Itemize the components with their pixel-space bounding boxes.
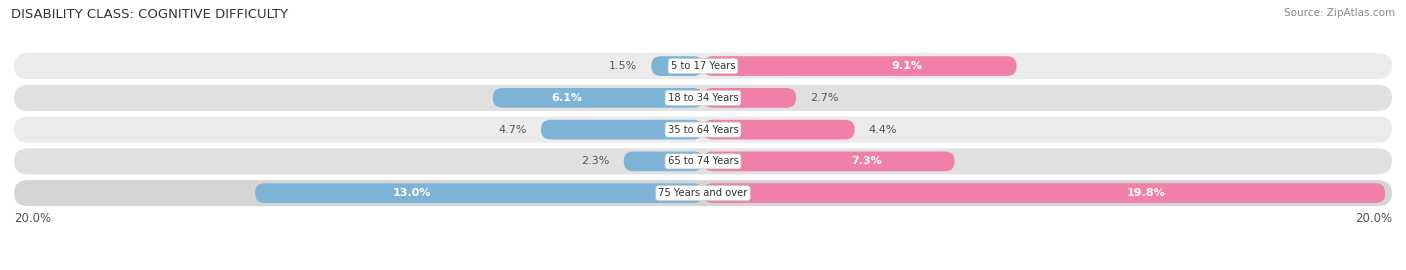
Text: 19.8%: 19.8% [1128, 188, 1166, 198]
Text: Source: ZipAtlas.com: Source: ZipAtlas.com [1284, 8, 1395, 18]
Text: 4.7%: 4.7% [499, 124, 527, 135]
FancyBboxPatch shape [14, 85, 1392, 111]
FancyBboxPatch shape [703, 183, 1385, 203]
FancyBboxPatch shape [14, 53, 1392, 79]
FancyBboxPatch shape [14, 180, 1392, 206]
Text: 4.4%: 4.4% [869, 124, 897, 135]
FancyBboxPatch shape [703, 151, 955, 171]
Text: 6.1%: 6.1% [551, 93, 582, 103]
Text: 20.0%: 20.0% [1355, 212, 1392, 225]
Text: 13.0%: 13.0% [392, 188, 432, 198]
FancyBboxPatch shape [703, 56, 1017, 76]
FancyBboxPatch shape [256, 183, 703, 203]
Text: 2.7%: 2.7% [810, 93, 838, 103]
Text: DISABILITY CLASS: COGNITIVE DIFFICULTY: DISABILITY CLASS: COGNITIVE DIFFICULTY [11, 8, 288, 21]
FancyBboxPatch shape [703, 120, 855, 139]
Text: 7.3%: 7.3% [851, 156, 882, 166]
FancyBboxPatch shape [541, 120, 703, 139]
FancyBboxPatch shape [703, 88, 796, 108]
FancyBboxPatch shape [624, 151, 703, 171]
Text: 18 to 34 Years: 18 to 34 Years [668, 93, 738, 103]
Text: 75 Years and over: 75 Years and over [658, 188, 748, 198]
Text: 35 to 64 Years: 35 to 64 Years [668, 124, 738, 135]
Text: 2.3%: 2.3% [582, 156, 610, 166]
FancyBboxPatch shape [14, 117, 1392, 143]
FancyBboxPatch shape [14, 148, 1392, 174]
Text: 5 to 17 Years: 5 to 17 Years [671, 61, 735, 71]
Text: 1.5%: 1.5% [609, 61, 637, 71]
FancyBboxPatch shape [651, 56, 703, 76]
Text: 65 to 74 Years: 65 to 74 Years [668, 156, 738, 166]
Text: 9.1%: 9.1% [891, 61, 922, 71]
Text: 20.0%: 20.0% [14, 212, 51, 225]
FancyBboxPatch shape [494, 88, 703, 108]
